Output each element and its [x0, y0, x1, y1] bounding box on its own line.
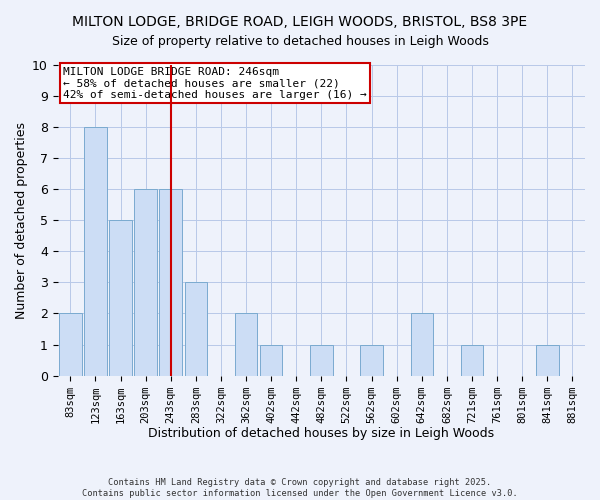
Bar: [160, 189, 182, 376]
X-axis label: Distribution of detached houses by size in Leigh Woods: Distribution of detached houses by size …: [148, 427, 494, 440]
Y-axis label: Number of detached properties: Number of detached properties: [15, 122, 28, 319]
Bar: [134, 189, 157, 376]
Bar: [260, 344, 283, 376]
Bar: [84, 127, 107, 376]
Text: MILTON LODGE, BRIDGE ROAD, LEIGH WOODS, BRISTOL, BS8 3PE: MILTON LODGE, BRIDGE ROAD, LEIGH WOODS, …: [73, 15, 527, 29]
Bar: [536, 344, 559, 376]
Bar: [360, 344, 383, 376]
Text: Contains HM Land Registry data © Crown copyright and database right 2025.
Contai: Contains HM Land Registry data © Crown c…: [82, 478, 518, 498]
Bar: [185, 282, 207, 376]
Text: MILTON LODGE BRIDGE ROAD: 246sqm
← 58% of detached houses are smaller (22)
42% o: MILTON LODGE BRIDGE ROAD: 246sqm ← 58% o…: [63, 66, 367, 100]
Bar: [310, 344, 332, 376]
Bar: [410, 314, 433, 376]
Bar: [59, 314, 82, 376]
Bar: [109, 220, 132, 376]
Bar: [235, 314, 257, 376]
Bar: [461, 344, 484, 376]
Text: Size of property relative to detached houses in Leigh Woods: Size of property relative to detached ho…: [112, 35, 488, 48]
